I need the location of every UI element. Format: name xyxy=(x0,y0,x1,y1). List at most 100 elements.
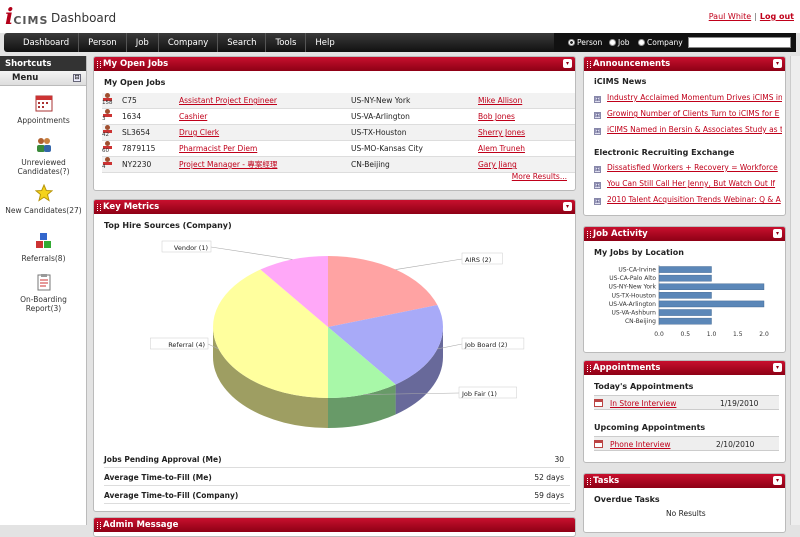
panel-header[interactable]: Tasks ▾ xyxy=(584,474,785,488)
shortcut-referrals[interactable]: Referrals(8) xyxy=(0,232,87,263)
shortcut-appointments[interactable]: Appointments xyxy=(0,94,87,125)
panel-header[interactable]: Admin Message xyxy=(94,518,575,532)
pie-slice-3[interactable] xyxy=(212,269,328,398)
job-owner-link[interactable]: Gary Jiang xyxy=(478,160,517,169)
collapse-icon[interactable]: ⊟ xyxy=(73,74,81,82)
news-item[interactable]: ⊞ Growing Number of Clients Turn to iCIMS… xyxy=(594,109,782,119)
pie-label-box-2 xyxy=(458,386,517,399)
news-link[interactable]: 2010 Talent Acquisition Trends Webinar: … xyxy=(607,195,781,204)
panel-header[interactable]: Announcements ▾ xyxy=(584,57,785,71)
job-location: US-MO-Kansas City xyxy=(351,140,478,157)
collapse-icon[interactable]: ▾ xyxy=(773,476,782,485)
bar-1[interactable] xyxy=(658,274,712,282)
radio-company[interactable]: Company xyxy=(638,38,683,47)
radio-person[interactable]: Person xyxy=(568,38,602,47)
metric-label: Average Time-to-Fill (Company) xyxy=(104,491,239,500)
main-nav: Dashboard Person Job Company Search Tool… xyxy=(4,33,796,52)
user-name-link[interactable]: Paul White xyxy=(708,12,752,21)
bar-3[interactable] xyxy=(658,292,712,299)
news-item[interactable]: ⊞ Dissatisfied Workers + Recovery = Workf… xyxy=(594,163,782,173)
job-title-link[interactable]: Cashier xyxy=(179,112,208,121)
section-title: Upcoming Appointments xyxy=(594,423,706,432)
pie-label-2: Job Fair (1) xyxy=(461,390,497,398)
job-title-link[interactable]: Pharmacist Per Diem xyxy=(179,144,258,153)
expand-icon[interactable]: ⊞ xyxy=(594,182,601,189)
expand-icon[interactable]: ⊞ xyxy=(594,128,601,135)
radio-job[interactable]: Job xyxy=(609,38,630,47)
blocks-icon xyxy=(35,233,51,248)
bar-6[interactable] xyxy=(658,317,712,325)
bar-category-label: US-NY-New York xyxy=(609,284,657,291)
job-title-link[interactable]: Assistant Project Engineer xyxy=(179,96,277,105)
expand-icon[interactable]: ⊞ xyxy=(594,96,601,103)
job-id: C75 xyxy=(122,93,179,109)
shortcut-label: Appointments xyxy=(17,116,70,125)
separator: | xyxy=(754,12,757,21)
expand-icon[interactable]: ⊞ xyxy=(594,112,601,119)
pie-side-3 xyxy=(213,327,328,428)
collapse-icon[interactable]: ▾ xyxy=(563,202,572,211)
job-title-link[interactable]: Project Manager - 專案經理 xyxy=(179,160,278,169)
pie-leader-2 xyxy=(363,392,460,395)
job-id: 7879115 xyxy=(122,140,179,157)
job-icon-cell: 3 xyxy=(102,108,122,125)
job-owner-link[interactable]: Mike Allison xyxy=(478,96,523,105)
job-owner-link[interactable]: Alem Truneh xyxy=(478,144,525,153)
bar-5[interactable] xyxy=(658,309,712,316)
shortcut-unreviewed[interactable]: Unreviewed Candidates(?) xyxy=(0,136,87,176)
news-item[interactable]: ⊞ Industry Acclaimed Momentum Drives iCIM… xyxy=(594,93,782,103)
nav-search[interactable]: Search xyxy=(218,33,267,52)
bar-4[interactable] xyxy=(658,300,765,308)
bar-0[interactable] xyxy=(658,266,712,273)
nav-dashboard[interactable]: Dashboard xyxy=(4,33,80,52)
shortcut-new-candidates[interactable]: New Candidates(27) xyxy=(0,183,87,215)
job-title-link[interactable]: Drug Clerk xyxy=(179,128,220,137)
news-link[interactable]: Industry Acclaimed Momentum Drives iCIMS… xyxy=(607,93,782,102)
expand-icon[interactable]: ⊞ xyxy=(594,166,601,173)
nav-person[interactable]: Person xyxy=(79,33,127,52)
pie-slice-2[interactable] xyxy=(328,327,396,398)
nav-tools[interactable]: Tools xyxy=(266,33,307,52)
news-item[interactable]: ⊞ iCIMS Named in Bersin & Associates Stud… xyxy=(594,125,782,135)
nav-job[interactable]: Job xyxy=(127,33,159,52)
appointment-link[interactable]: Phone Interview xyxy=(610,440,671,449)
calendar-icon xyxy=(594,399,603,407)
logout-link[interactable]: Log out xyxy=(759,12,794,21)
pie-slice-1[interactable] xyxy=(328,305,443,385)
panel-title: Admin Message xyxy=(103,520,179,530)
job-owner-link[interactable]: Sherry Jones xyxy=(478,128,526,137)
expand-icon[interactable]: ⊞ xyxy=(594,198,601,205)
scrollbar[interactable] xyxy=(790,56,800,525)
news-link[interactable]: Dissatisfied Workers + Recovery = Workfo… xyxy=(607,163,778,172)
tasks-panel: Tasks ▾ Overdue Tasks No Results xyxy=(583,473,786,533)
bar-2[interactable] xyxy=(658,283,765,291)
nav-company[interactable]: Company xyxy=(159,33,219,52)
collapse-icon[interactable]: ▾ xyxy=(563,59,572,68)
search-input[interactable] xyxy=(688,37,791,48)
news-link[interactable]: iCIMS Named in Bersin & Associates Study… xyxy=(607,125,782,134)
appointment-link[interactable]: In Store Interview xyxy=(610,399,677,408)
menu-header[interactable]: Menu ⊟ xyxy=(0,71,86,86)
nav-help[interactable]: Help xyxy=(315,38,335,48)
news-item[interactable]: ⊞ 2010 Talent Acquisition Trends Webinar:… xyxy=(594,195,782,205)
shortcut-onboarding[interactable]: On-Boarding Report(3) xyxy=(0,273,87,313)
icims-logo[interactable]: iCIMS xyxy=(5,4,48,30)
pie-label-3: Referral (4) xyxy=(168,341,205,349)
news-link[interactable]: Growing Number of Clients Turn to iCIMS … xyxy=(607,109,780,118)
panel-header[interactable]: Appointments ▾ xyxy=(584,361,785,375)
news-item[interactable]: ⊞ You Can Still Call Her Jenny, But Watch… xyxy=(594,179,782,189)
collapse-icon[interactable]: ▾ xyxy=(773,363,782,372)
job-owner-link[interactable]: Bob Jones xyxy=(478,112,515,121)
pie-slice-0[interactable] xyxy=(328,256,438,327)
pie-label-0: AIRS (2) xyxy=(465,256,491,264)
collapse-icon[interactable]: ▾ xyxy=(773,229,782,238)
pie-slice-4[interactable] xyxy=(260,256,328,327)
appointments-panel: Appointments ▾ Today's Appointments In St… xyxy=(583,360,786,463)
panel-header[interactable]: My Open Jobs ▾ xyxy=(94,57,575,71)
metric-value: 30 xyxy=(554,455,564,464)
news-link[interactable]: You Can Still Call Her Jenny, But Watch … xyxy=(607,179,776,188)
panel-header[interactable]: Key Metrics ▾ xyxy=(94,200,575,214)
panel-header[interactable]: Job Activity ▾ xyxy=(584,227,785,241)
collapse-icon[interactable]: ▾ xyxy=(773,59,782,68)
more-results-link[interactable]: More Results... xyxy=(511,172,567,181)
